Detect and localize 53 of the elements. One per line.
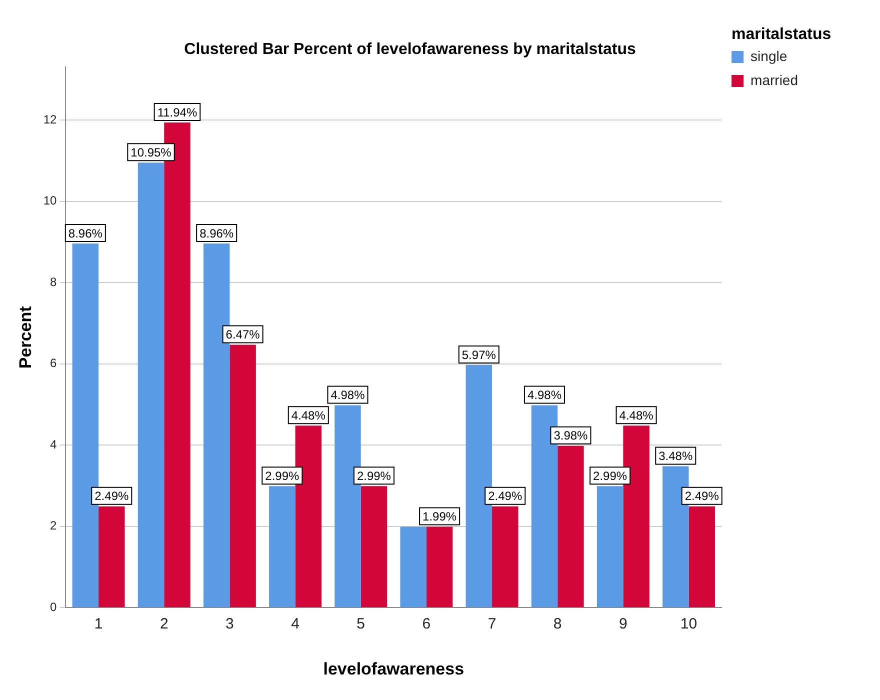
data-label: 3.48% <box>658 449 693 464</box>
bar <box>558 446 584 608</box>
legend-label: single <box>750 48 788 64</box>
bar <box>688 506 715 608</box>
data-label: 2.99% <box>265 468 300 483</box>
x-tick-label: 6 <box>422 616 431 633</box>
bar <box>360 486 388 608</box>
data-label: 10.95% <box>130 145 172 160</box>
legend-label: married <box>750 72 798 88</box>
data-label: 4.98% <box>330 388 366 402</box>
data-label: 4.48% <box>619 408 654 422</box>
y-tick-label: 2 <box>50 518 58 533</box>
bar <box>138 162 164 608</box>
data-label: 2.99% <box>593 468 628 483</box>
y-axis-title: Percent <box>16 306 35 369</box>
data-label: 2.49% <box>488 489 522 504</box>
y-tick-label: 6 <box>50 356 58 370</box>
y-tick-label: 0 <box>50 600 58 614</box>
data-label: 8.96% <box>200 226 234 240</box>
data-label: 5.97% <box>462 348 496 362</box>
y-tick-label: 8 <box>50 274 58 289</box>
x-axis-title: levelofawareness <box>323 659 464 678</box>
bar <box>269 486 296 608</box>
bar <box>230 344 256 608</box>
bar <box>492 506 518 608</box>
x-tick-label: 8 <box>553 616 562 633</box>
x-tick-label: 9 <box>619 616 628 633</box>
bar <box>596 486 624 608</box>
x-tick-label: 2 <box>160 616 168 633</box>
y-tick-label: 4 <box>50 437 58 452</box>
data-label: 3.98% <box>554 428 588 443</box>
bar <box>98 506 125 608</box>
data-label: 4.48% <box>291 408 326 422</box>
y-tick-label: 10 <box>43 194 58 208</box>
y-tick-label: 12 <box>43 112 58 126</box>
x-tick-label: 3 <box>226 616 234 633</box>
x-tick-label: 4 <box>291 616 300 633</box>
data-label: 11.94% <box>157 105 198 120</box>
data-label: 4.98% <box>527 388 562 402</box>
data-label: 2.49% <box>684 489 720 504</box>
data-label: 6.47% <box>226 328 260 342</box>
x-tick-label: 7 <box>488 616 496 633</box>
x-tick-label: 5 <box>356 616 366 633</box>
bar <box>400 526 426 608</box>
bar <box>426 526 453 608</box>
chart-title: Clustered Bar Percent of levelofawareness by maritalstatus <box>184 41 636 58</box>
data-label: 2.99% <box>356 468 392 483</box>
data-label: 2.49% <box>94 489 129 504</box>
legend-title: maritalstatus <box>732 26 832 44</box>
x-tick-label: 10 <box>680 616 698 633</box>
x-tick-label: 1 <box>94 616 103 633</box>
data-label: 8.96% <box>68 226 103 240</box>
data-label: 1.99% <box>422 510 457 524</box>
